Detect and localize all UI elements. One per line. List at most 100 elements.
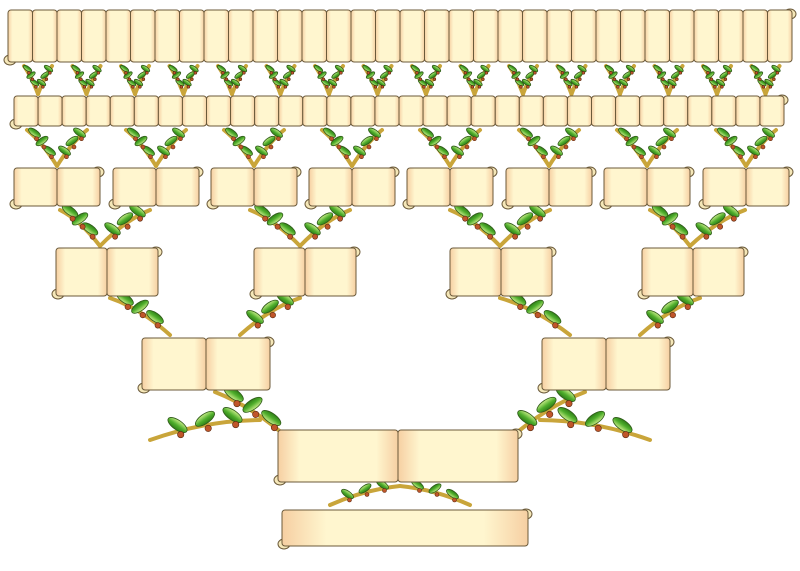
name-slot xyxy=(278,95,304,127)
name-slot xyxy=(7,9,33,63)
berry-icon xyxy=(417,488,422,493)
leaf-icon xyxy=(43,64,54,73)
leaf-icon xyxy=(73,127,86,138)
leaf-icon xyxy=(521,78,532,87)
leaf-icon xyxy=(764,78,774,87)
name-slot xyxy=(141,337,207,391)
berry-icon xyxy=(148,154,153,160)
leaf-icon xyxy=(709,212,726,226)
name-slot xyxy=(326,95,352,127)
leaf-icon xyxy=(313,64,324,73)
berry-icon xyxy=(669,312,676,319)
berry-icon xyxy=(274,223,281,230)
leaf-icon xyxy=(22,64,33,73)
name-slot xyxy=(397,429,519,483)
berry-icon xyxy=(574,85,579,89)
leaf-icon xyxy=(507,64,518,73)
leaf-icon xyxy=(585,410,605,427)
leaf-icon xyxy=(167,417,188,433)
leaf-icon xyxy=(71,64,81,73)
berry-icon xyxy=(75,71,80,75)
berry-icon xyxy=(526,85,530,89)
berry-icon xyxy=(137,215,143,222)
name-slot xyxy=(61,95,87,127)
berry-icon xyxy=(312,233,318,240)
berry-icon xyxy=(703,233,710,240)
branch xyxy=(55,128,89,168)
berry-icon xyxy=(79,77,83,82)
berry-icon xyxy=(481,77,485,82)
name-slot xyxy=(424,9,450,63)
berry-icon xyxy=(717,223,723,230)
berry-icon xyxy=(233,400,241,408)
berry-icon xyxy=(519,85,523,89)
berry-icon xyxy=(231,136,236,142)
name-slot xyxy=(595,9,621,63)
berry-icon xyxy=(139,312,146,319)
berry-icon xyxy=(512,233,518,240)
leaf-icon xyxy=(358,483,372,494)
name-slot xyxy=(203,9,229,63)
berry-icon xyxy=(434,144,440,150)
leaf-icon xyxy=(104,222,121,236)
name-slot xyxy=(449,247,502,297)
berry-icon xyxy=(775,71,780,75)
berry-icon xyxy=(384,77,388,82)
berry-icon xyxy=(290,71,295,75)
leaf-icon xyxy=(446,488,459,500)
name-scroll-gen7 xyxy=(3,8,797,66)
berry-icon xyxy=(364,492,370,497)
name-slot xyxy=(81,9,107,63)
name-slot xyxy=(548,167,593,207)
leaf-icon xyxy=(536,396,557,413)
leaf-icon xyxy=(747,145,760,156)
berry-icon xyxy=(373,85,378,89)
name-slot xyxy=(494,95,520,127)
leaf-icon xyxy=(479,222,496,236)
name-slot xyxy=(228,9,254,63)
leaf-icon xyxy=(279,222,296,236)
berry-icon xyxy=(242,71,246,75)
berry-icon xyxy=(69,215,76,222)
berry-icon xyxy=(124,303,131,311)
berry-icon xyxy=(370,77,374,82)
leaf-icon xyxy=(424,78,435,87)
berry-icon xyxy=(626,77,631,82)
name-slot xyxy=(301,9,327,63)
berry-icon xyxy=(178,136,183,142)
berry-icon xyxy=(238,144,244,150)
name-slot xyxy=(281,509,529,547)
branch xyxy=(98,208,152,248)
leaf-icon xyxy=(189,64,199,73)
berry-icon xyxy=(669,223,676,230)
leaf-icon xyxy=(431,64,442,73)
name-slot xyxy=(448,9,474,63)
branch xyxy=(154,128,188,168)
name-slot xyxy=(308,167,353,207)
berry-icon xyxy=(432,77,437,82)
leaf-icon xyxy=(421,127,434,138)
berry-icon xyxy=(380,85,385,89)
berry-icon xyxy=(720,85,724,89)
leaf-icon xyxy=(754,135,768,147)
berry-icon xyxy=(675,77,679,82)
berry-icon xyxy=(462,215,468,222)
name-slot xyxy=(449,167,494,207)
berry-icon xyxy=(706,71,710,75)
berry-icon xyxy=(273,77,277,82)
berry-icon xyxy=(235,85,239,89)
leaf-icon xyxy=(353,145,366,156)
berry-icon xyxy=(754,71,759,75)
leaf-icon xyxy=(451,145,464,156)
berry-icon xyxy=(387,71,392,75)
berry-icon xyxy=(252,410,260,418)
berry-icon xyxy=(654,322,661,329)
leaf-icon xyxy=(762,127,775,138)
leaf-icon xyxy=(266,212,284,226)
berry-icon xyxy=(472,136,477,142)
berry-icon xyxy=(487,233,493,240)
name-slot xyxy=(205,337,271,391)
name-slot xyxy=(669,9,695,63)
leaf-icon xyxy=(368,127,381,138)
berry-icon xyxy=(565,400,573,408)
